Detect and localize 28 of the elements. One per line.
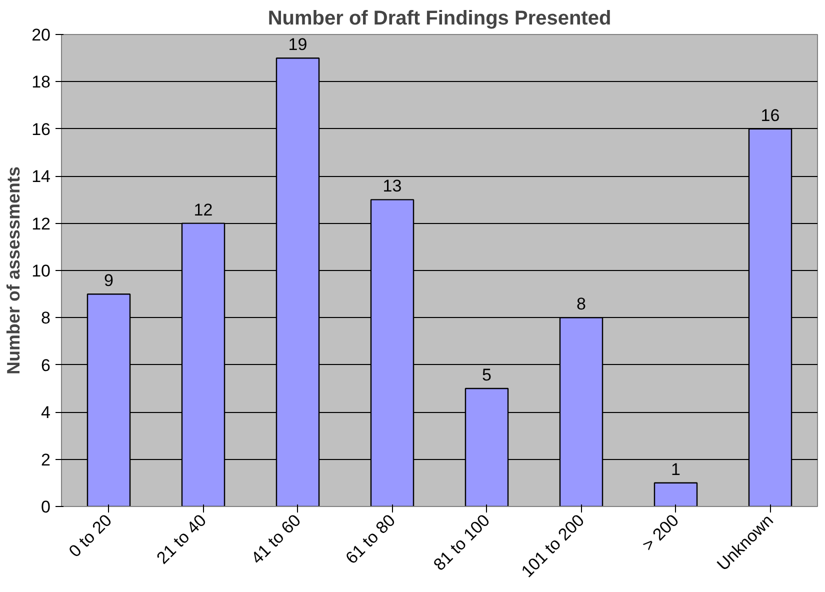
- y-tick-label: 6: [41, 356, 51, 375]
- y-tick-label: 2: [41, 450, 51, 470]
- y-tick-label: 20: [32, 26, 51, 44]
- y-tick-label: 14: [32, 167, 51, 186]
- y-tick-label: 4: [41, 403, 51, 422]
- x-tick-label: 61 to 80: [342, 510, 399, 568]
- x-tick-label: 101 to 200: [518, 510, 588, 582]
- y-tick-label: 0: [41, 498, 51, 516]
- data-label: 1: [671, 460, 680, 479]
- x-tick-label: 81 to 100: [430, 510, 494, 574]
- y-tick-label: 18: [32, 72, 51, 92]
- data-label: 16: [760, 106, 780, 125]
- x-tick-label: 0 to 20: [65, 510, 116, 561]
- data-label: 8: [576, 294, 586, 314]
- data-label: 12: [194, 200, 213, 220]
- y-axis-title: Number of assessments: [4, 166, 24, 375]
- y-tick-label: 10: [32, 262, 51, 280]
- data-label: 9: [104, 271, 114, 290]
- y-tick-label: 16: [32, 120, 51, 139]
- y-tick-label: 12: [32, 214, 51, 234]
- data-label: 5: [482, 366, 492, 384]
- x-tick-label: > 200: [638, 510, 682, 555]
- x-tick-label: 41 to 60: [248, 510, 304, 568]
- chart-title: Number of Draft Findings Presented: [268, 8, 612, 30]
- data-label: 13: [382, 176, 402, 196]
- x-tick-label: 21 to 40: [153, 510, 210, 568]
- data-label: 19: [288, 35, 308, 54]
- y-tick-label: 8: [41, 308, 51, 328]
